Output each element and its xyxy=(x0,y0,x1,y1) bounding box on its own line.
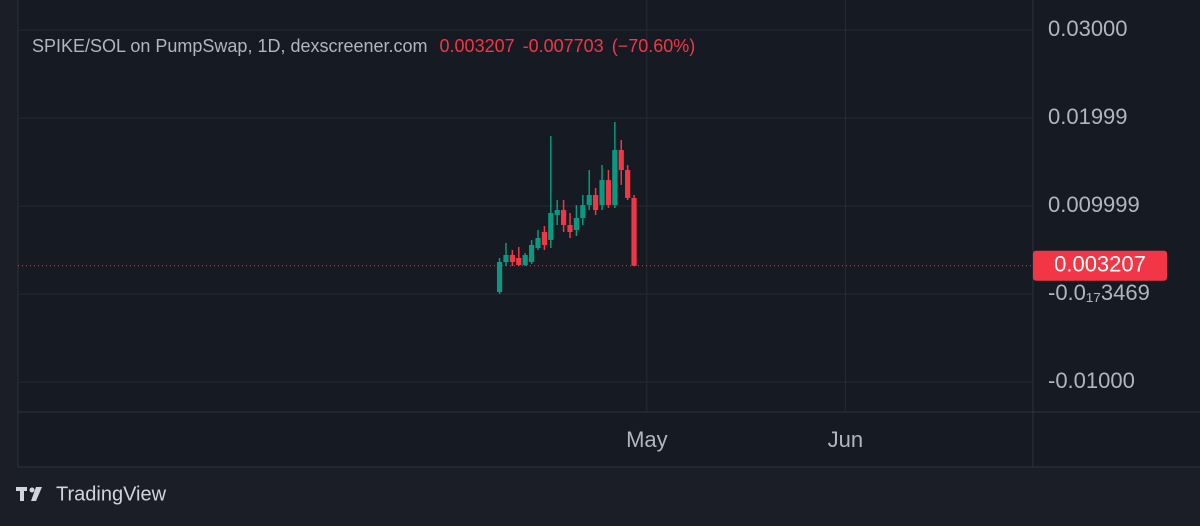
candle-body xyxy=(618,150,624,171)
candle-body xyxy=(554,210,560,216)
candle-body xyxy=(593,195,599,211)
candle-body xyxy=(567,224,573,233)
candle-body xyxy=(625,170,631,198)
y-tick-label: 0.01999 xyxy=(1048,104,1128,129)
candle-body xyxy=(548,212,554,241)
labels: 0.03000 0.01999 0.009999 -0.0₁₇3469 -0.01000… xyxy=(626,16,1167,452)
y-tick-label: 0.03000 xyxy=(1048,16,1128,41)
last-price-label: 0.003207 xyxy=(1054,252,1146,277)
candle-body xyxy=(631,197,637,266)
candle-body xyxy=(496,262,503,292)
candle-body xyxy=(541,232,547,246)
candle-body xyxy=(599,180,605,206)
chart-title: SPIKE/SOL on PumpSwap, 1D, dexscreener.c… xyxy=(32,36,428,56)
grid xyxy=(18,0,1033,412)
candle-body xyxy=(503,254,509,263)
candle-body xyxy=(509,254,515,263)
branding: TradingView xyxy=(56,483,167,505)
y-tick-label: -0.01000 xyxy=(1048,368,1135,393)
candle-body xyxy=(535,237,541,249)
last-price-box xyxy=(1033,250,1167,281)
last-price: 0.003207 xyxy=(440,36,515,56)
y-tick-label: 0.009999 xyxy=(1048,192,1140,217)
y-tick-label: -0.0₁₇3469 xyxy=(1048,280,1150,305)
logo xyxy=(16,487,42,501)
candle-body xyxy=(522,254,528,266)
candle-body xyxy=(561,210,567,225)
candle-body xyxy=(573,218,580,230)
candle-body xyxy=(605,180,612,206)
candles xyxy=(18,121,1033,294)
candle-body xyxy=(528,245,535,263)
x-tick-label: May xyxy=(626,427,668,452)
candle-body xyxy=(586,195,592,206)
x-tick-label: Jun xyxy=(828,427,863,452)
candle-body xyxy=(516,257,522,266)
change: -0.007703 xyxy=(523,36,604,56)
plot-background xyxy=(18,0,1200,467)
candle-body xyxy=(580,205,586,219)
candle-body xyxy=(612,150,618,206)
change-percent: (−70.60%) xyxy=(612,36,696,56)
